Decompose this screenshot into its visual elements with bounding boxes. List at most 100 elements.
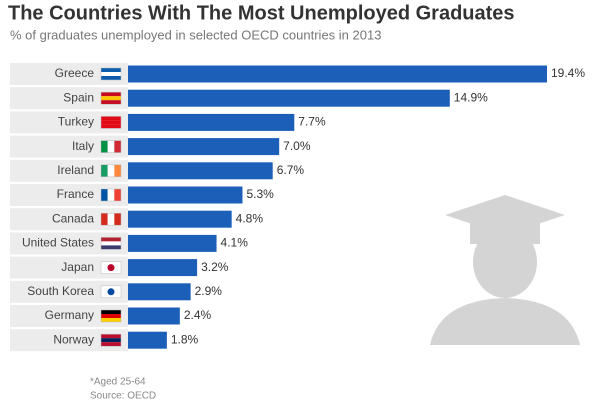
- flag-stripe: [101, 293, 121, 298]
- value-label: 5.3%: [246, 187, 274, 201]
- flag-stripe: [101, 334, 121, 339]
- flag-stripe: [101, 213, 108, 226]
- flag-stripe: [101, 140, 108, 153]
- footnote: *Aged 25-64: [90, 377, 146, 388]
- bar: [128, 283, 191, 301]
- row-background: [10, 135, 128, 158]
- flag-stripe: [101, 100, 121, 105]
- bar: [128, 259, 198, 277]
- graduate-icon: [430, 195, 580, 345]
- value-label: 1.8%: [171, 332, 199, 346]
- y-tick-label: Greece: [55, 66, 95, 80]
- bar: [128, 113, 295, 131]
- flag-stripe: [101, 261, 121, 266]
- row-background: [10, 111, 128, 134]
- flag-stripe: [107, 189, 115, 201]
- flag-stripe: [114, 189, 121, 201]
- bar: [128, 331, 167, 349]
- flag-stripe: [101, 120, 121, 125]
- value-label: 2.9%: [195, 284, 223, 298]
- y-tick-label: Italy: [72, 139, 94, 153]
- value-label: 7.7%: [298, 115, 326, 129]
- row-background: [10, 256, 128, 279]
- flag-stripe: [101, 338, 121, 343]
- y-tick-label: France: [57, 187, 95, 201]
- row-background: [10, 87, 128, 110]
- y-tick-label: Spain: [63, 90, 94, 104]
- flag-border: [100, 91, 122, 105]
- flag-stripe: [101, 269, 121, 274]
- y-tick-label: South Korea: [27, 284, 94, 298]
- flag-stripe: [101, 96, 121, 101]
- flag-border: [100, 309, 122, 323]
- flag-emblem: [107, 264, 115, 272]
- y-tick-label: Turkey: [58, 115, 94, 129]
- flag-stripe: [101, 241, 121, 246]
- value-label: 3.2%: [201, 260, 229, 274]
- y-tick-label: Ireland: [57, 163, 94, 177]
- row-background: [10, 305, 128, 327]
- chart-subtitle: % of graduates unemployed in selected OE…: [10, 27, 381, 42]
- flag-stripe: [101, 342, 121, 347]
- flag-stripe: [101, 164, 108, 177]
- flag-border: [100, 140, 122, 153]
- flag-stripe: [107, 140, 115, 153]
- flag: [100, 309, 122, 323]
- row-background: [10, 159, 128, 182]
- flag: [100, 188, 122, 202]
- row-background: [10, 184, 128, 206]
- flag: [100, 116, 122, 129]
- flag-stripe: [101, 310, 121, 314]
- bar: [128, 65, 547, 83]
- chart-title: The Countries With The Most Unemployed G…: [8, 2, 515, 24]
- bar: [128, 234, 217, 252]
- value-label: 7.0%: [283, 139, 311, 153]
- flag-stripe: [107, 164, 115, 177]
- y-tick-label: Germany: [45, 308, 94, 322]
- flag-border: [100, 237, 122, 250]
- flag-border: [100, 212, 122, 226]
- flag-stripe: [101, 68, 121, 72]
- y-tick-label: Japan: [61, 260, 94, 274]
- flag-stripe: [101, 189, 108, 201]
- flag-stripe: [101, 285, 121, 290]
- flag: [100, 237, 122, 250]
- flag: [100, 261, 122, 274]
- flag-stripe: [101, 116, 121, 121]
- y-tick-label: United States: [22, 236, 94, 250]
- flag-stripe: [101, 318, 121, 322]
- flag: [100, 285, 122, 299]
- bar: [128, 162, 273, 180]
- bar: [128, 307, 180, 325]
- row-background: [10, 208, 128, 231]
- flag-stripe: [101, 237, 121, 242]
- flag-border: [100, 333, 122, 347]
- flag-stripe: [114, 213, 121, 226]
- value-label: 4.1%: [221, 236, 249, 250]
- flag-emblem: [107, 288, 115, 296]
- flag-border: [100, 67, 122, 81]
- flag-stripe: [101, 245, 121, 250]
- flag-border: [100, 188, 122, 202]
- flag: [100, 212, 122, 226]
- flag-stripe: [101, 124, 121, 129]
- bar: [128, 186, 243, 204]
- flag-stripe: [114, 140, 121, 153]
- y-tick-label: Norway: [53, 332, 94, 346]
- flag-stripe: [101, 72, 121, 76]
- value-label: 6.7%: [277, 163, 305, 177]
- flag-stripe: [101, 314, 121, 318]
- flag-border: [100, 285, 122, 299]
- value-label: 2.4%: [184, 308, 212, 322]
- bar: [128, 138, 280, 156]
- flag-border: [100, 116, 122, 129]
- source: Source: OECD: [90, 391, 156, 400]
- row-background: [10, 232, 128, 255]
- value-label: 14.9%: [454, 90, 488, 104]
- row-background: [10, 280, 128, 303]
- bar: [128, 89, 450, 107]
- value-label: 19.4%: [551, 66, 585, 80]
- flag: [100, 67, 122, 81]
- flag: [100, 91, 122, 105]
